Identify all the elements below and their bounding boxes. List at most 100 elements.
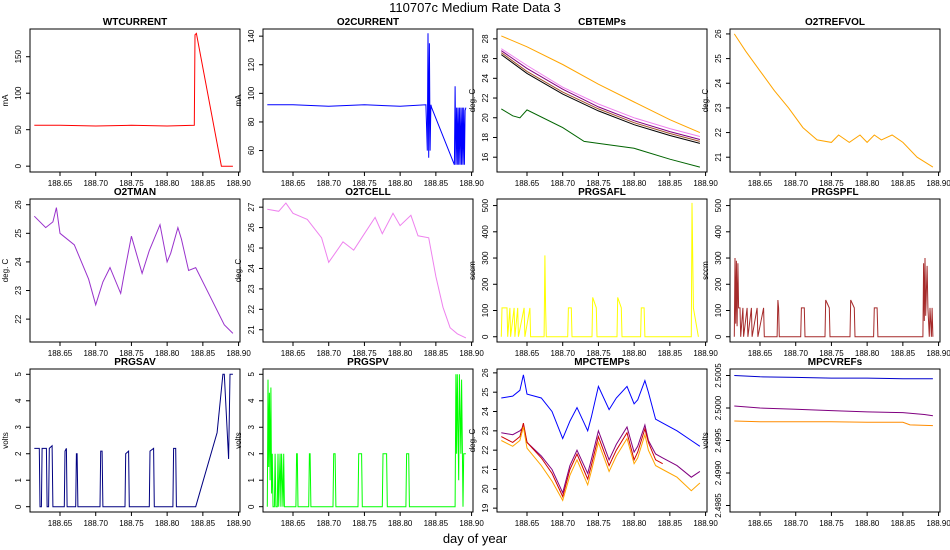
- x-tick-label: 188.65: [748, 519, 773, 528]
- y-tick-label: 26: [481, 54, 490, 63]
- x-tick-label: 188.85: [658, 179, 683, 188]
- y-axis-label: volts: [1, 432, 10, 448]
- x-tick-label: 188.65: [281, 179, 306, 188]
- y-tick-label: 2.4995: [714, 428, 723, 453]
- x-tick-label: 188.90: [459, 179, 484, 188]
- panel-prgspv: PRGSPV 188.65 188.70 188.75 188.80 188.85 188.…: [234, 357, 484, 528]
- y-tick-label: 2: [14, 451, 23, 456]
- series-line-5: [501, 108, 701, 168]
- y-tick-label: 21: [481, 464, 490, 473]
- x-tick-label: 188.85: [424, 179, 449, 188]
- y-tick-label: 100: [481, 303, 490, 317]
- plot-frame: [29, 368, 241, 513]
- x-tick-label: 188.80: [622, 519, 647, 528]
- panel-title: O2TREFVOL: [805, 17, 865, 28]
- x-tick-label: 188.75: [119, 349, 144, 358]
- y-tick-label: 300: [481, 251, 490, 265]
- panel-prgsav: PRGSAV 188.65 188.70 188.75 188.80 188.85 188.…: [1, 357, 251, 528]
- y-tick-label: 24: [247, 263, 256, 272]
- y-tick-label: 23: [14, 286, 23, 295]
- panel-title: O2CURRENT: [337, 17, 399, 28]
- x-tick-label: 188.80: [155, 179, 180, 188]
- y-tick-label: 4: [14, 398, 23, 403]
- y-axis-label: sccm: [701, 261, 710, 280]
- panel-o2trefvol: O2TREFVOL 188.65 188.70 188.75 188.80 188.85 1…: [701, 17, 950, 188]
- y-tick-label: 80: [247, 117, 256, 126]
- y-axis-label: deg. C: [468, 428, 477, 452]
- plot-frame: [496, 28, 708, 173]
- y-tick-label: 22: [481, 93, 490, 102]
- panel-prgsafl: PRGSAFL 188.65 188.70 188.75 188.80 188.85 188…: [468, 187, 718, 358]
- panel-o2tman: O2TMAN 188.65 188.70 188.75 188.80 188.85 188.…: [1, 187, 251, 358]
- y-tick-label: 24: [714, 78, 723, 87]
- x-tick-label: 188.85: [658, 349, 683, 358]
- y-tick-label: 1: [247, 477, 256, 482]
- x-tick-label: 188.65: [281, 349, 306, 358]
- y-tick-label: 19: [481, 503, 490, 512]
- y-tick-label: 60: [247, 146, 256, 155]
- x-tick-label: 188.65: [48, 179, 73, 188]
- panel-title: MPCVREFs: [808, 357, 863, 368]
- y-tick-label: 5: [14, 372, 23, 377]
- y-tick-label: 200: [481, 277, 490, 291]
- x-tick-label: 188.75: [586, 519, 611, 528]
- y-tick-label: 26: [714, 29, 723, 38]
- series-line-0: [267, 33, 467, 165]
- plot-frame: [729, 198, 941, 343]
- x-tick-label: 188.80: [622, 179, 647, 188]
- y-tick-label: 25: [481, 387, 490, 396]
- x-tick-label: 188.80: [155, 349, 180, 358]
- panel-cbtemps: CBTEMPs 188.65 188.70 188.75 188.80 188.85 188…: [468, 17, 718, 188]
- y-tick-label: 23: [481, 426, 490, 435]
- panel-title: PRGSPFL: [811, 187, 858, 198]
- series-line-4: [501, 54, 701, 144]
- x-tick-label: 188.70: [550, 519, 575, 528]
- x-tick-label: 188.75: [119, 519, 144, 528]
- x-tick-label: 188.85: [191, 179, 216, 188]
- panel-wtcurrent: WTCURRENT 188.65 188.70 188.75 188.80 188.85 1…: [1, 17, 251, 188]
- y-tick-label: 150: [14, 50, 23, 64]
- y-tick-label: 0: [481, 334, 490, 339]
- x-tick-label: 188.90: [926, 519, 950, 528]
- series-line-3: [501, 426, 701, 502]
- panel-title: PRGSPV: [347, 357, 389, 368]
- x-tick-label: 188.80: [388, 349, 413, 358]
- y-tick-label: 2.4985: [714, 493, 723, 518]
- series-line-0: [734, 375, 933, 380]
- y-tick-label: 27: [247, 202, 256, 211]
- y-tick-label: 0: [714, 334, 723, 339]
- y-tick-label: 120: [247, 58, 256, 72]
- series-line-2: [501, 422, 663, 498]
- y-tick-label: 16: [481, 152, 490, 161]
- x-tick-label: 188.90: [693, 349, 718, 358]
- y-tick-label: 21: [247, 325, 256, 334]
- x-tick-label: 188.75: [819, 179, 844, 188]
- y-tick-label: 2.5000: [714, 395, 723, 420]
- x-tick-label: 188.70: [783, 349, 808, 358]
- y-tick-label: 22: [714, 128, 723, 137]
- plot-frame: [262, 198, 474, 343]
- y-axis-label: volts: [701, 432, 710, 448]
- x-tick-label: 188.70: [783, 179, 808, 188]
- x-tick-label: 188.90: [226, 349, 251, 358]
- y-tick-label: 20: [481, 113, 490, 122]
- series-line-2: [501, 50, 701, 140]
- x-tick-label: 188.90: [693, 519, 718, 528]
- y-tick-label: 100: [714, 303, 723, 317]
- y-tick-label: 5: [247, 372, 256, 377]
- x-tick-label: 188.90: [459, 349, 484, 358]
- y-tick-label: 24: [481, 73, 490, 82]
- panel-title: PRGSAFL: [578, 187, 626, 198]
- y-tick-label: 1: [14, 477, 23, 482]
- y-tick-label: 50: [14, 125, 23, 134]
- x-tick-label: 188.65: [748, 349, 773, 358]
- x-tick-label: 188.80: [388, 179, 413, 188]
- panel-mpctemps: MPCTEMPs 188.65 188.70 188.75 188.80 188.85 18…: [468, 357, 718, 528]
- x-tick-label: 188.70: [783, 519, 808, 528]
- y-tick-label: 26: [481, 368, 490, 377]
- series-line-0: [501, 374, 701, 447]
- x-tick-label: 188.75: [352, 349, 377, 358]
- x-tick-label: 188.70: [83, 349, 108, 358]
- x-tick-label: 188.65: [515, 179, 540, 188]
- y-tick-label: 3: [247, 424, 256, 429]
